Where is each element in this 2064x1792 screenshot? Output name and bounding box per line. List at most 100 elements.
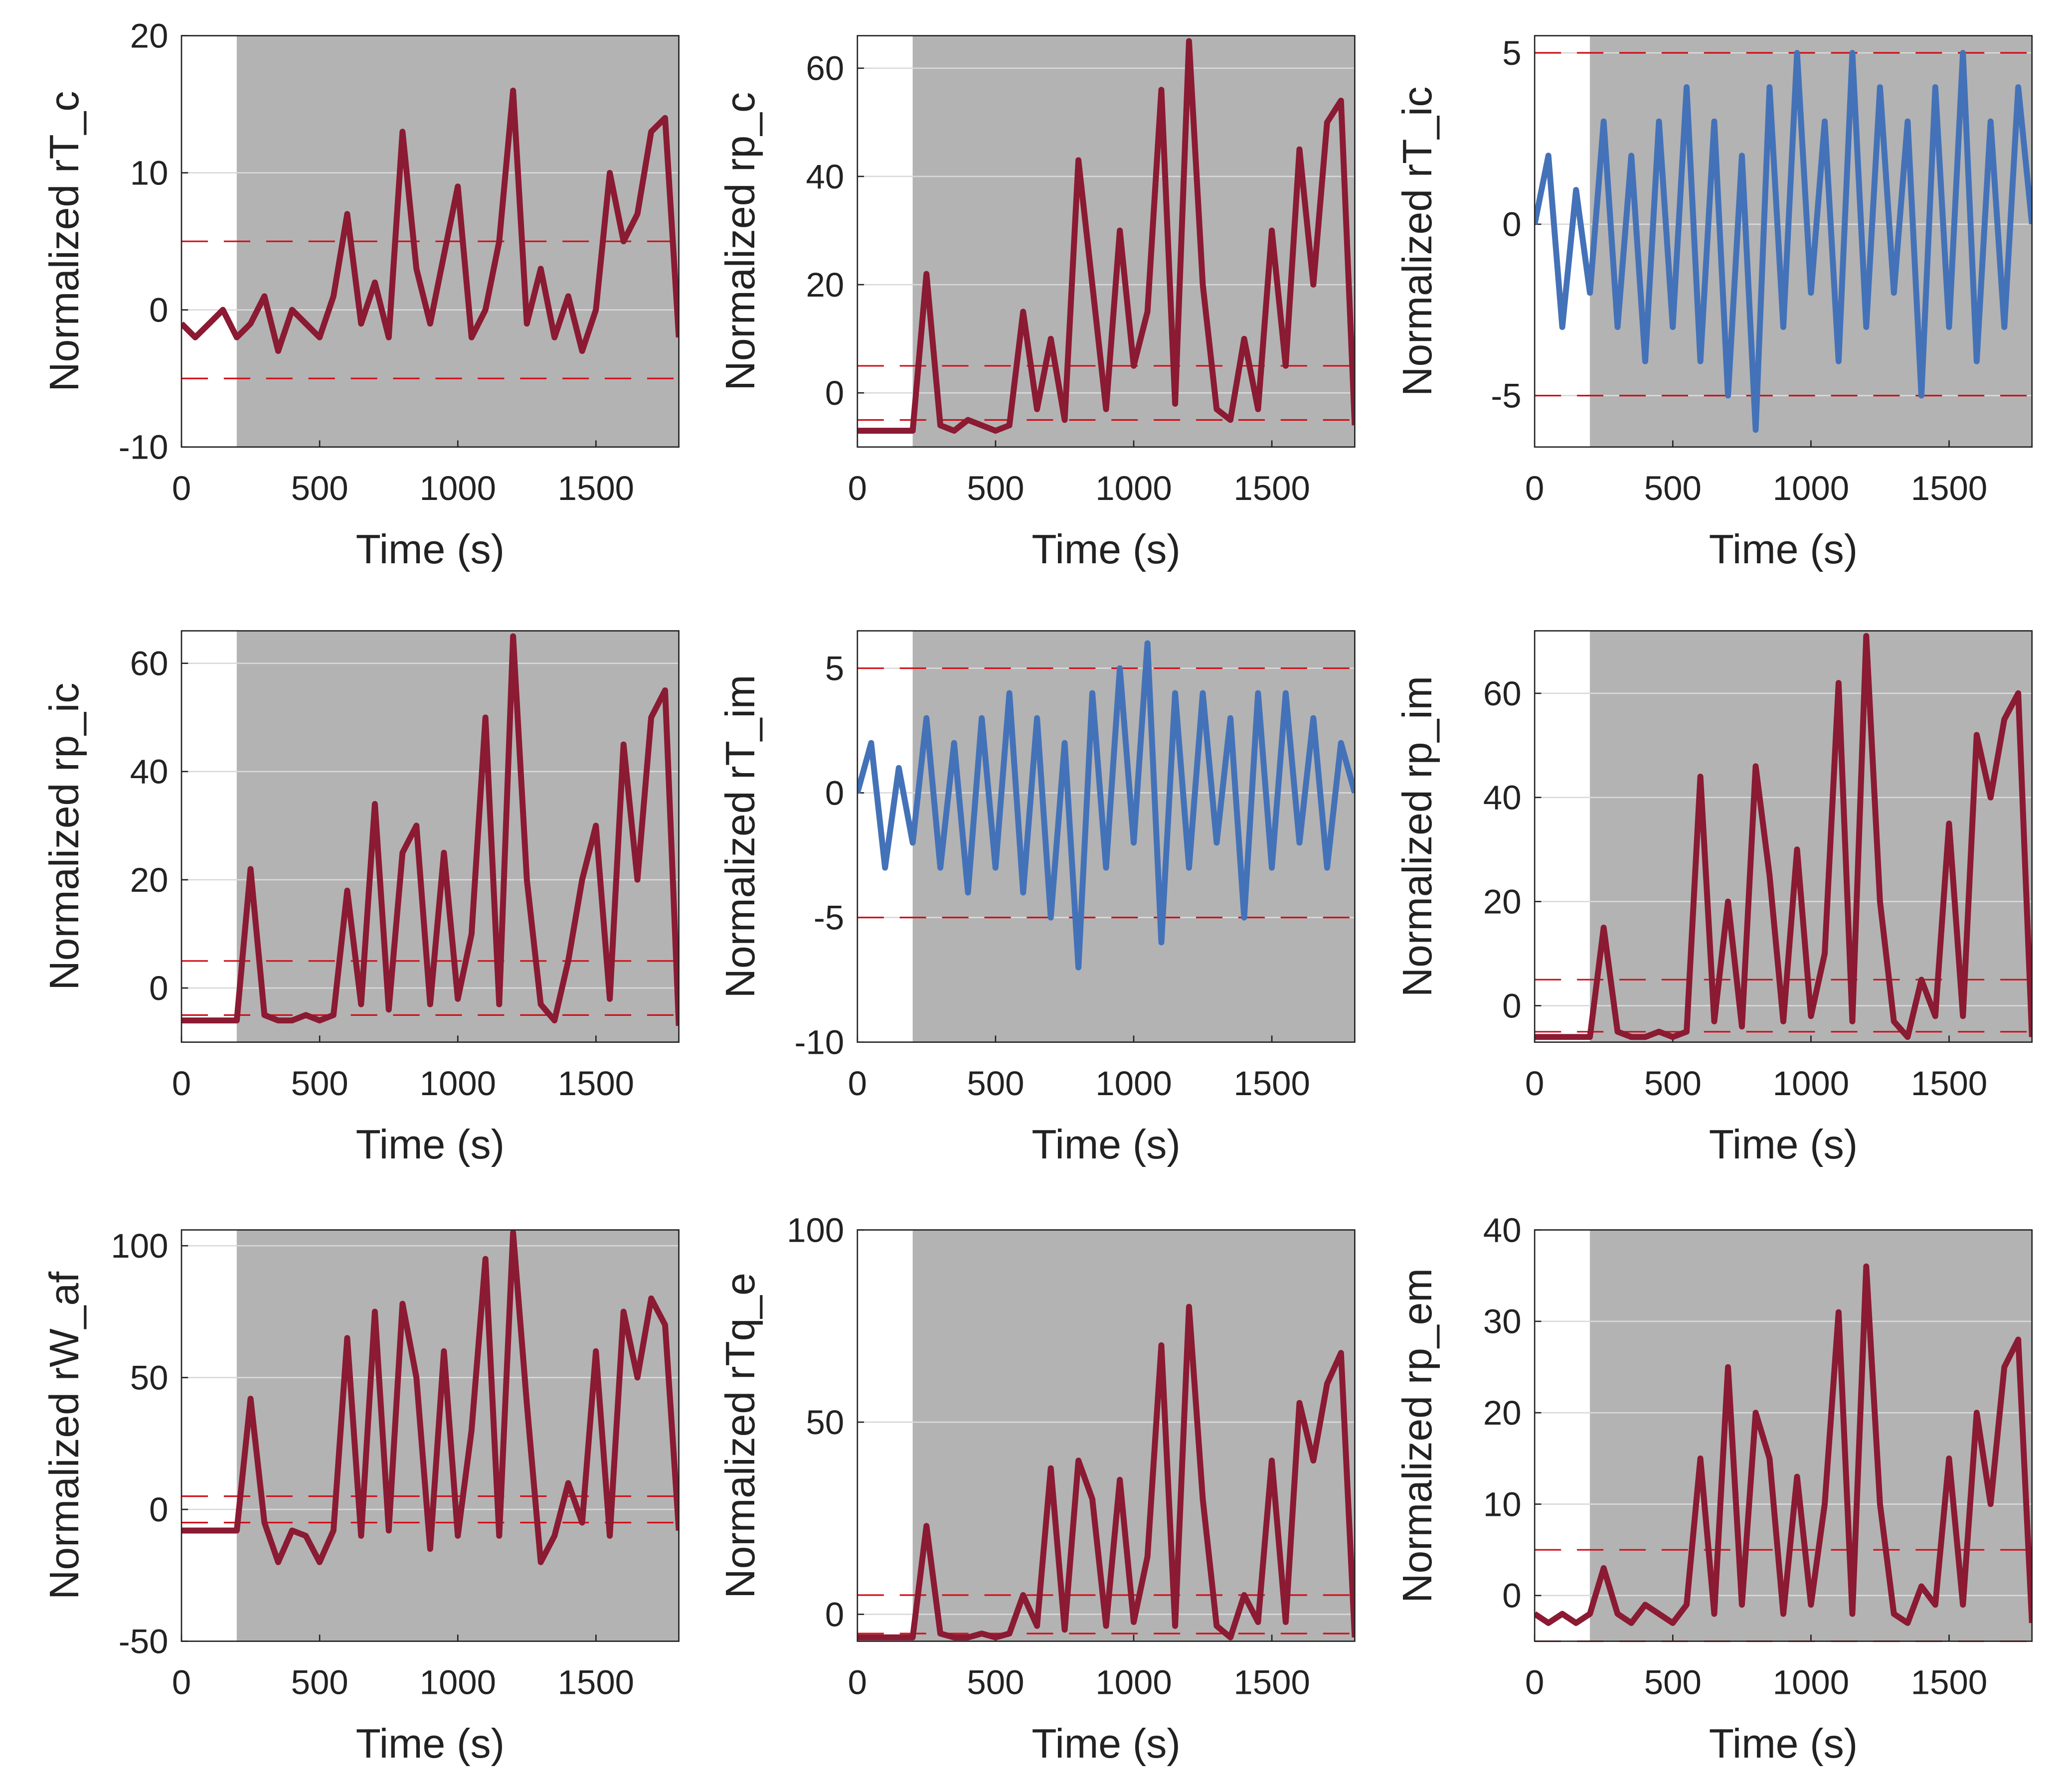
x-axis-label: Time (s) [356, 527, 505, 572]
y-tick-label: 50 [130, 1358, 169, 1397]
x-tick-label: 1000 [1095, 469, 1172, 507]
series-line [857, 1303, 1355, 1640]
x-tick-label: 1500 [1233, 1064, 1310, 1103]
y-tick-label: 10 [130, 154, 169, 192]
x-axis-label: Time (s) [356, 1122, 505, 1167]
x-tick-label: 500 [1644, 1663, 1702, 1702]
shaded-region [236, 1230, 679, 1641]
axes-frame [857, 630, 1356, 1043]
y-axis-label: Normalized rT_c [42, 91, 87, 392]
y-tick-label: -10 [119, 428, 169, 467]
shaded-region [912, 35, 1355, 447]
x-tick-label: 1500 [1911, 1064, 1987, 1103]
y-tick-label: -50 [119, 1622, 169, 1660]
y-tick-label: 0 [825, 1595, 844, 1633]
x-tick-label: 1000 [1773, 1064, 1849, 1103]
axes-frame [1534, 35, 2033, 448]
x-tick-label: 0 [172, 469, 191, 507]
series-line [857, 38, 1355, 434]
axes-frame [180, 630, 680, 1043]
y-tick-label: 0 [149, 1490, 168, 1529]
x-tick-label: 500 [1644, 1064, 1702, 1103]
y-tick-label: 0 [149, 969, 168, 1007]
x-tick-label: 1500 [1233, 1663, 1310, 1702]
x-axis-label: Time (s) [1709, 527, 1858, 572]
x-tick-label: 1500 [1911, 469, 1987, 507]
series-line [1535, 50, 2032, 433]
x-tick-label: 1000 [1773, 469, 1849, 507]
x-tick-label: 0 [1525, 1064, 1544, 1103]
x-tick-label: 1000 [420, 469, 496, 507]
y-tick-label: -10 [795, 1023, 845, 1062]
axes-frame [180, 1229, 680, 1642]
y-tick-label: 40 [1483, 1211, 1522, 1249]
x-tick-label: 1000 [1773, 1663, 1849, 1702]
x-tick-label: 1000 [420, 1663, 496, 1702]
x-tick-label: 500 [1644, 469, 1702, 507]
x-tick-label: 1500 [558, 469, 634, 507]
series-line [857, 640, 1355, 971]
series-line [1535, 633, 2032, 1040]
axes-frame [857, 35, 1356, 448]
x-tick-label: 500 [291, 469, 348, 507]
x-tick-label: 500 [967, 469, 1024, 507]
x-tick-label: 0 [172, 1663, 191, 1702]
series-line [181, 87, 679, 354]
x-tick-label: 0 [172, 1064, 191, 1103]
y-tick-label: 50 [806, 1403, 845, 1442]
y-tick-label: 100 [787, 1211, 844, 1249]
y-tick-label: 20 [806, 266, 845, 304]
y-tick-label: 40 [1483, 779, 1522, 817]
x-tick-label: 500 [967, 1663, 1024, 1702]
y-tick-label: 20 [130, 17, 169, 55]
y-tick-label: 0 [1502, 1577, 1521, 1615]
y-tick-label: 10 [1483, 1485, 1522, 1523]
y-tick-label: 5 [1502, 34, 1521, 72]
y-tick-label: 20 [130, 861, 169, 899]
y-tick-label: 100 [111, 1227, 168, 1265]
y-tick-label: -5 [1491, 376, 1521, 415]
x-tick-label: 1000 [1095, 1064, 1172, 1103]
x-tick-label: 0 [848, 1663, 867, 1702]
x-tick-label: 1000 [420, 1064, 496, 1103]
y-tick-label: 60 [1483, 674, 1522, 713]
y-tick-label: 30 [1483, 1303, 1522, 1341]
x-axis-label: Time (s) [1709, 1122, 1858, 1167]
y-tick-label: 0 [149, 291, 168, 329]
y-axis-label: Normalized rp_im [1395, 676, 1440, 997]
y-tick-label: 60 [806, 49, 845, 88]
y-axis-label: Normalized rp_c [718, 92, 763, 391]
y-tick-label: 20 [1483, 883, 1522, 921]
y-tick-label: 60 [130, 645, 169, 683]
x-tick-label: 1500 [1911, 1663, 1987, 1702]
axes-frame [1534, 1229, 2033, 1642]
series-line [1535, 1263, 2032, 1626]
y-tick-label: 5 [825, 649, 844, 687]
x-tick-label: 0 [1525, 1663, 1544, 1702]
x-tick-label: 0 [1525, 469, 1544, 507]
x-tick-label: 1500 [1233, 469, 1310, 507]
y-tick-label: 0 [1502, 205, 1521, 244]
y-axis-label: Normalized rp_em [1395, 1268, 1440, 1603]
y-tick-label: 0 [825, 774, 844, 812]
x-tick-label: 500 [291, 1663, 348, 1702]
x-tick-label: 500 [291, 1064, 348, 1103]
y-tick-label: -5 [814, 899, 844, 937]
y-axis-label: Normalized rTq_e [718, 1273, 763, 1599]
x-axis-label: Time (s) [1032, 527, 1180, 572]
y-axis-label: Normalized rT_ic [1395, 86, 1440, 396]
x-tick-label: 1500 [558, 1064, 634, 1103]
y-axis-label: Normalized rp_ic [42, 683, 87, 990]
x-axis-label: Time (s) [1709, 1721, 1858, 1767]
axes-frame [180, 35, 680, 448]
series-line [181, 633, 679, 1026]
y-tick-label: 40 [130, 753, 169, 791]
x-tick-label: 1000 [1095, 1663, 1172, 1702]
axes-frame [857, 1229, 1356, 1642]
y-tick-label: 0 [825, 374, 844, 412]
y-tick-label: 40 [806, 158, 845, 196]
axes-frame [1534, 630, 2033, 1043]
x-tick-label: 500 [967, 1064, 1024, 1103]
x-tick-label: 0 [848, 1064, 867, 1103]
